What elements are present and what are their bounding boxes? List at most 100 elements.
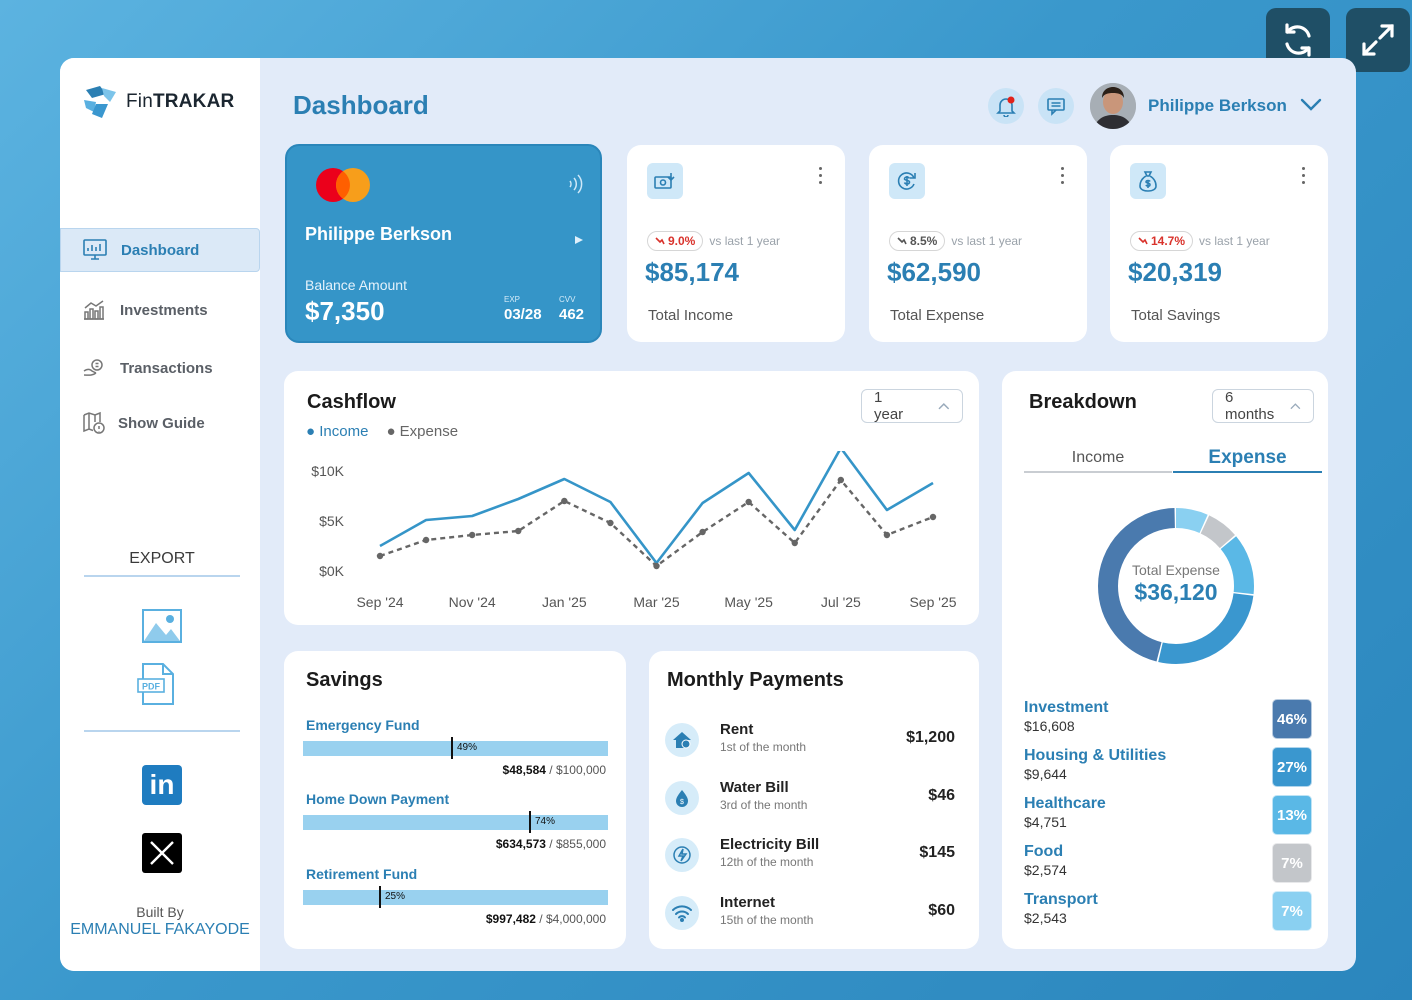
expense-point[interactable] xyxy=(929,513,937,521)
payment-name: Water Bill xyxy=(720,779,789,796)
money-in-icon xyxy=(654,173,675,189)
payment-row[interactable]: Internet 15th of the month $60 xyxy=(665,892,955,938)
kpi-value: $85,174 xyxy=(645,257,739,287)
expense-point[interactable] xyxy=(607,519,614,527)
category-name: Transport xyxy=(1024,891,1098,908)
app-logo[interactable]: FinTRAKAR xyxy=(82,84,234,120)
notifications-button[interactable] xyxy=(988,88,1024,124)
export-pdf-button[interactable]: PDF xyxy=(137,663,177,710)
expense-point[interactable] xyxy=(883,531,891,539)
expense-point[interactable] xyxy=(837,476,845,484)
compare-text: vs last 1 year xyxy=(951,234,1023,248)
divider xyxy=(84,730,240,732)
legend-income[interactable]: ● Income xyxy=(306,423,369,440)
more-menu-icon[interactable] xyxy=(1061,167,1065,188)
payment-amount: $60 xyxy=(928,902,955,919)
expense-point[interactable] xyxy=(699,528,706,536)
category-pct-badge: 7% xyxy=(1272,843,1312,883)
donut-slice[interactable] xyxy=(1098,508,1254,664)
expand-icon xyxy=(1362,24,1394,56)
cashflow-range-dropdown[interactable]: 1 year xyxy=(861,389,963,423)
sidebar-item-transactions[interactable]: Transactions xyxy=(60,346,260,390)
savings-card: Savings Emergency Fund 49% $48,584 / $10… xyxy=(284,651,626,949)
expense-point[interactable] xyxy=(468,531,476,539)
linkedin-button[interactable]: in xyxy=(142,765,182,805)
user-name[interactable]: Philippe Berkson xyxy=(1148,96,1287,115)
trend-down-icon xyxy=(897,237,907,245)
breakdown-card: Breakdown 6 months Income Expense Total … xyxy=(1002,371,1328,949)
more-menu-icon[interactable] xyxy=(819,167,823,188)
category-pct-badge: 46% xyxy=(1272,699,1312,739)
sidebar-item-show-guide[interactable]: Show Guide xyxy=(60,401,260,445)
pdf-label: PDF xyxy=(142,682,161,692)
x-tick-label: Sep '24 xyxy=(356,594,403,610)
sidebar-item-dashboard[interactable]: Dashboard xyxy=(60,228,260,272)
image-icon xyxy=(142,609,182,643)
x-icon xyxy=(150,841,174,865)
donut-slice[interactable] xyxy=(1098,508,1254,664)
x-tick-label: Jul '25 xyxy=(821,594,861,610)
balance-amount: $7,350 xyxy=(305,296,385,326)
category-name: Food xyxy=(1024,843,1064,860)
tab-expense[interactable]: Expense xyxy=(1173,447,1322,473)
refresh-icon xyxy=(1285,23,1311,57)
export-title: EXPORT xyxy=(129,550,195,567)
expense-point[interactable] xyxy=(653,562,660,570)
avatar[interactable] xyxy=(1090,83,1136,129)
breakdown-row: Healthcare $4,751 13% xyxy=(1024,795,1312,835)
donut-slice[interactable] xyxy=(1098,508,1254,664)
kpi-label: Total Savings xyxy=(1131,307,1221,324)
breakdown-title: Breakdown xyxy=(1029,391,1137,413)
kpi-label: Total Income xyxy=(648,307,734,324)
monthly-payments-card: Monthly Payments Rent 1st of the month $… xyxy=(649,651,979,949)
expense-point[interactable] xyxy=(561,497,568,505)
payments-title: Monthly Payments xyxy=(667,669,844,691)
payment-row[interactable]: Electricity Bill 12th of the month $145 xyxy=(665,834,955,880)
donut-slice[interactable] xyxy=(1098,508,1254,664)
payment-due: 12th of the month xyxy=(720,855,814,869)
kpi-value: $62,590 xyxy=(887,257,981,287)
wifi-icon xyxy=(672,905,692,922)
bank-card: Philippe Berkson Balance Amount $7,350 E… xyxy=(285,144,602,343)
built-by-label: Built By xyxy=(136,904,184,920)
expense-point[interactable] xyxy=(745,498,752,506)
trend-down-icon xyxy=(655,237,665,245)
x-tick-label: Jan '25 xyxy=(542,594,587,610)
linkedin-icon: in xyxy=(149,769,175,800)
expense-line xyxy=(379,478,934,568)
y-tick-label: $0K xyxy=(319,563,345,579)
progress-pct: 74% xyxy=(535,816,556,827)
expense-point[interactable] xyxy=(791,539,798,547)
cashflow-chart: $10K $5K $0K Sep '24 Nov '24 Jan '25 Mar '25 Ma… xyxy=(311,451,957,610)
sidebar-item-investments[interactable]: Investments xyxy=(60,288,260,332)
export-image-button[interactable] xyxy=(142,609,182,648)
savings-icon-box xyxy=(1130,163,1166,199)
breakdown-row: Housing & Utilities $9,644 27% xyxy=(1024,747,1312,787)
category-value: $16,608 xyxy=(1024,718,1075,734)
saving-goal-name: Emergency Fund xyxy=(306,717,420,733)
fullscreen-button[interactable] xyxy=(1346,8,1410,72)
chevron-down-icon[interactable] xyxy=(1300,98,1322,112)
messages-button[interactable] xyxy=(1038,88,1074,124)
expense-point[interactable] xyxy=(422,536,430,544)
tab-income[interactable]: Income xyxy=(1024,449,1172,473)
dropdown-value: 1 year xyxy=(874,389,904,423)
x-button[interactable] xyxy=(142,833,182,873)
category-value: $9,644 xyxy=(1024,766,1067,782)
payment-row[interactable]: $ Water Bill 3rd of the month $46 xyxy=(665,777,955,823)
expense-point[interactable] xyxy=(376,552,384,560)
category-name: Housing & Utilities xyxy=(1024,747,1167,764)
x-tick-label: Mar '25 xyxy=(633,594,679,610)
author-link[interactable]: EMMANUEL FAKAYODE xyxy=(70,921,250,938)
chevron-up-icon xyxy=(1290,403,1301,410)
legend-expense[interactable]: ● Expense xyxy=(386,423,459,440)
breakdown-range-dropdown[interactable]: 6 months xyxy=(1212,389,1314,423)
svg-text:$: $ xyxy=(680,799,684,806)
more-menu-icon[interactable] xyxy=(1302,167,1306,188)
play-icon[interactable] xyxy=(574,235,584,245)
cashflow-card: Cashflow 1 year ● Income ● Expense $10K $… xyxy=(284,371,979,625)
expense-point[interactable] xyxy=(515,527,522,535)
chat-icon xyxy=(1047,98,1065,116)
payment-row[interactable]: Rent 1st of the month $1,200 xyxy=(665,719,955,765)
category-pct-badge: 7% xyxy=(1272,891,1312,931)
